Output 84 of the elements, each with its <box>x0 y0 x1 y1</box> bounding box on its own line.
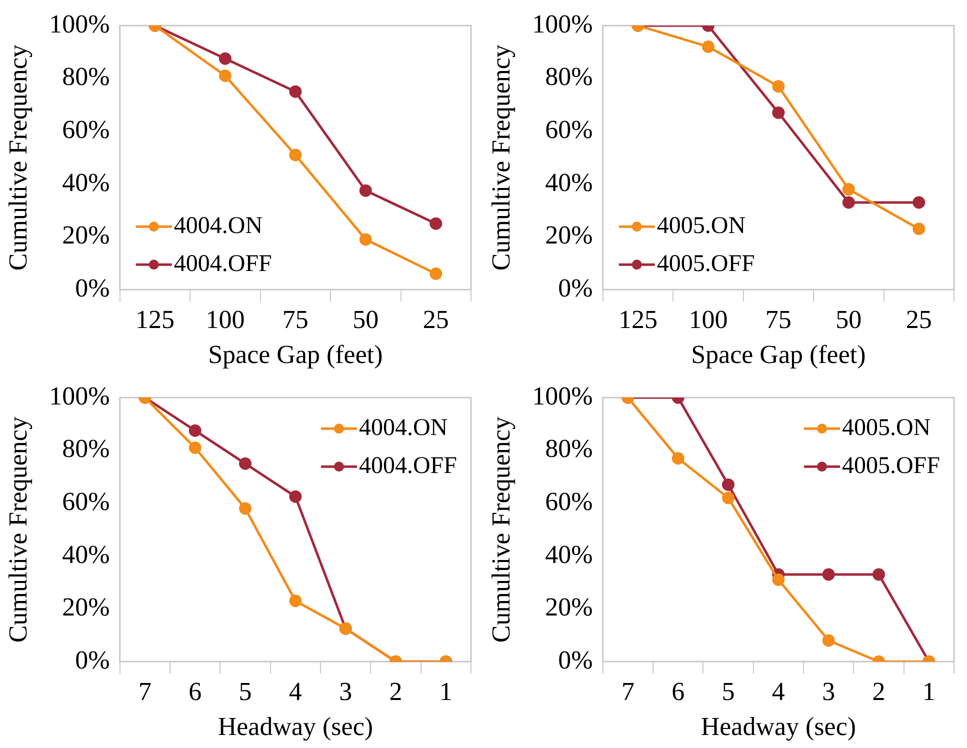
y-tick-label: 20% <box>62 592 110 622</box>
y-axis-title: Cumultive Frequency <box>3 44 32 271</box>
y-axis-title: Cumultive Frequency <box>486 416 516 643</box>
point <box>912 222 926 236</box>
y-tick-label: 60% <box>545 487 593 516</box>
y-tick-label: 80% <box>62 434 110 464</box>
x-tick-label: 3 <box>822 677 836 706</box>
y-tick-label: 20% <box>545 220 593 250</box>
legend-label: 4004.ON <box>358 414 448 441</box>
point <box>239 457 252 470</box>
x-tick-label: 100 <box>688 305 728 334</box>
y-tick-label: 60% <box>62 115 110 144</box>
y-tick-label: 0% <box>75 645 110 674</box>
point <box>359 233 372 246</box>
y-tick-label: 100% <box>49 9 110 38</box>
x-tick-label: 5 <box>722 677 735 706</box>
point <box>188 442 202 454</box>
y-tick-label: 0% <box>75 273 110 302</box>
point <box>218 52 232 65</box>
x-axis-title: Space Gap (feet) <box>208 340 383 370</box>
point <box>359 184 372 197</box>
point <box>842 196 855 209</box>
x-axis-title: Headway (sec) <box>700 712 856 742</box>
point <box>289 490 302 503</box>
point <box>702 40 714 53</box>
legend-label: 4004.OFF <box>174 250 272 277</box>
y-axis-title: Cumultive Frequency <box>486 44 516 271</box>
x-tick-label: 2 <box>389 677 402 706</box>
x-tick-label: 4 <box>288 677 302 706</box>
point <box>772 80 785 93</box>
x-tick-label: 3 <box>339 677 352 706</box>
x-tick-label: 50 <box>352 305 379 334</box>
x-tick-label: 50 <box>836 305 862 334</box>
point <box>842 183 855 196</box>
x-tick-label: 5 <box>238 677 252 706</box>
y-tick-label: 100% <box>532 381 593 410</box>
legend-label: 4005.OFF <box>656 250 755 277</box>
y-tick-label: 40% <box>62 168 110 197</box>
y-tick-label: 80% <box>62 62 110 92</box>
y-tick-label: 20% <box>545 592 593 622</box>
y-tick-label: 40% <box>545 540 593 569</box>
x-axis-title: Headway (sec) <box>218 712 374 742</box>
y-tick-label: 40% <box>62 540 110 569</box>
x-tick-label: 75 <box>282 305 308 334</box>
y-tick-label: 60% <box>62 487 110 516</box>
point <box>289 148 302 162</box>
point <box>188 424 202 437</box>
legend-label: 4004.ON <box>174 212 263 239</box>
y-tick-label: 40% <box>545 168 593 197</box>
point <box>430 217 442 230</box>
x-axis-title: Space Gap (feet) <box>691 340 866 370</box>
point <box>218 70 232 82</box>
x-tick-label: 7 <box>621 677 634 706</box>
y-tick-label: 100% <box>49 381 110 410</box>
point <box>289 85 302 98</box>
y-tick-label: 80% <box>545 434 593 464</box>
x-tick-label: 7 <box>138 677 152 706</box>
x-tick-label: 75 <box>765 305 792 334</box>
x-tick-label: 6 <box>188 677 202 706</box>
x-tick-label: 100 <box>206 305 245 334</box>
point <box>239 502 252 515</box>
y-tick-label: 80% <box>545 62 593 92</box>
x-tick-label: 25 <box>906 305 932 334</box>
y-tick-label: 0% <box>558 273 593 302</box>
x-tick-label: 6 <box>672 677 685 706</box>
legend-label: 4005.OFF <box>842 452 940 479</box>
y-tick-label: 20% <box>62 220 110 250</box>
legend-label: 4005.ON <box>842 414 931 441</box>
y-axis-title: Cumultive Frequency <box>3 416 32 643</box>
x-tick-label: 125 <box>135 305 174 334</box>
x-tick-label: 2 <box>872 677 886 706</box>
y-tick-label: 100% <box>532 9 593 38</box>
x-tick-label: 125 <box>618 305 658 334</box>
point <box>772 106 785 119</box>
legend-label: 4005.ON <box>656 212 746 239</box>
x-tick-label: 4 <box>772 677 785 706</box>
y-tick-label: 60% <box>545 115 593 144</box>
y-tick-label: 0% <box>558 645 593 674</box>
point <box>912 196 926 209</box>
point <box>430 268 442 280</box>
x-tick-label: 1 <box>439 677 452 706</box>
x-tick-label: 25 <box>422 305 449 334</box>
x-tick-label: 1 <box>922 677 936 706</box>
legend-label: 4004.OFF <box>358 452 458 479</box>
